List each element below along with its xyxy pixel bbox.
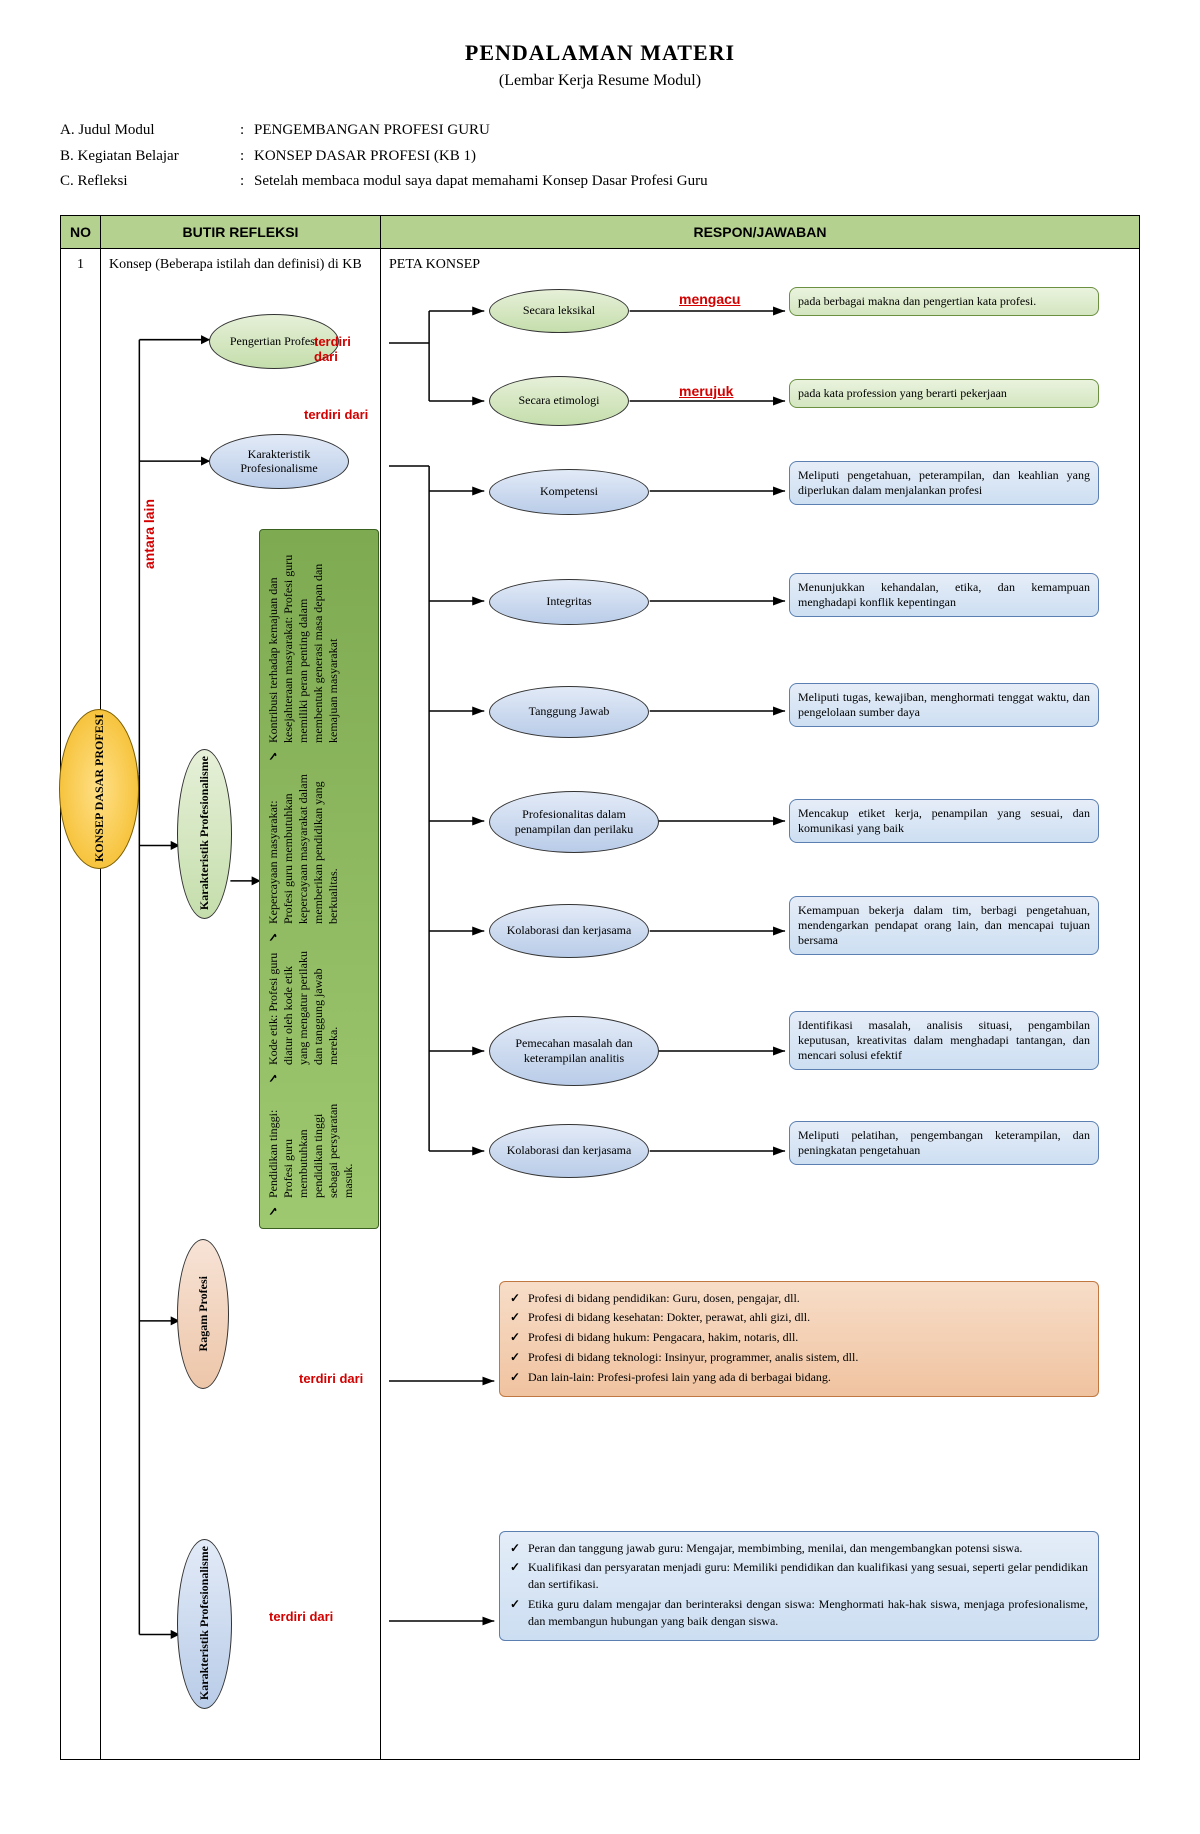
- node-karprof-3: Karakteristik Profesionalisme: [177, 1539, 232, 1709]
- node-etimologi: Secara etimologi: [489, 376, 629, 426]
- label-antara-lain: antara lain: [141, 499, 157, 569]
- greenbox-karakteristik: Pendidikan tinggi: Profesi guru membutuh…: [259, 529, 379, 1229]
- desc-etimologi: pada kata profession yang berarti pekerj…: [789, 379, 1099, 408]
- kar3-item: Etika guru dalam mengajar dan berinterak…: [528, 1596, 1088, 1630]
- listbox-ragam: Profesi di bidang pendidikan: Guru, dose…: [499, 1281, 1099, 1398]
- desc-comp-6: Meliputi pelatihan, pengembangan keteram…: [789, 1121, 1099, 1165]
- node-comp-6: Kolaborasi dan kerjasama: [489, 1124, 649, 1178]
- kar3-item: Peran dan tanggung jawab guru: Mengajar,…: [528, 1540, 1088, 1557]
- node-comp-4: Kolaborasi dan kerjasama: [489, 904, 649, 958]
- desc-comp-1: Menunjukkan kehandalan, etika, dan kemam…: [789, 573, 1099, 617]
- ragam-item: Profesi di bidang teknologi: Insinyur, p…: [528, 1349, 1088, 1366]
- butir-diagram: KONSEP DASAR PROFESI antara lain Pengert…: [109, 279, 372, 1719]
- node-comp-1: Integritas: [489, 579, 649, 625]
- cell-resp: PETA KONSEP: [381, 248, 1140, 1759]
- meta-c-label: C. Refleksi: [60, 169, 240, 195]
- label-terdiri-1: terdiri dari: [314, 334, 372, 364]
- ragam-item: Profesi di bidang pendidikan: Guru, dose…: [528, 1290, 1088, 1307]
- desc-leksikal: pada berbagai makna dan pengertian kata …: [789, 287, 1099, 316]
- peta-konsep: PETA KONSEP: [389, 257, 1131, 273]
- root-label: KONSEP DASAR PROFESI: [92, 714, 106, 862]
- desc-comp-5: Identifikasi masalah, analisis situasi, …: [789, 1011, 1099, 1070]
- ragam-item: Profesi di bidang hukum: Pengacara, haki…: [528, 1329, 1088, 1346]
- node-karprof-1: Karakteristik Profesionalisme: [209, 434, 349, 489]
- th-resp: RESPON/JAWABAN: [381, 215, 1140, 248]
- label-merujuk: merujuk: [679, 383, 733, 399]
- root-node: KONSEP DASAR PROFESI: [59, 709, 139, 869]
- node-comp-2: Tanggung Jawab: [489, 686, 649, 738]
- meta-block: A. Judul Modul : PENGEMBANGAN PROFESI GU…: [60, 118, 1140, 195]
- desc-comp-2: Meliputi tugas, kewajiban, menghormati t…: [789, 683, 1099, 727]
- meta-b-label: B. Kegiatan Belajar: [60, 144, 240, 170]
- node-comp-3: Profesionalitas dalam penampilan dan per…: [489, 791, 659, 853]
- ragam-item: Profesi di bidang kesehatan: Dokter, per…: [528, 1309, 1088, 1326]
- page-title: PENDALAMAN MATERI: [60, 40, 1140, 66]
- greenbox-item: Kode etik: Profesi guru diatur oleh kode…: [266, 949, 372, 1084]
- greenbox-item: Pendidikan tinggi: Profesi guru membutuh…: [266, 1090, 372, 1217]
- ragam-item: Dan lain-lain: Profesi-profesi lain yang…: [528, 1369, 1088, 1386]
- desc-comp-4: Kemampuan bekerja dalam tim, berbagi pen…: [789, 896, 1099, 955]
- desc-comp-3: Mencakup etiket kerja, penampilan yang s…: [789, 799, 1099, 843]
- cell-no: 1: [61, 248, 101, 1759]
- page-subtitle: (Lembar Kerja Resume Modul): [60, 72, 1140, 90]
- label-mengacu: mengacu: [679, 291, 740, 307]
- label-terdiri-5: terdiri dari: [269, 1609, 333, 1624]
- meta-a-label: A. Judul Modul: [60, 118, 240, 144]
- resp-diagram: Secara leksikal mengacu pada berbagai ma…: [389, 281, 1131, 1751]
- meta-c-val: Setelah membaca modul saya dapat memaham…: [254, 169, 1140, 195]
- greenbox-item: Kontribusi terhadap kemajuan dan kesejah…: [266, 540, 372, 763]
- meta-b-val: KONSEP DASAR PROFESI (KB 1): [254, 144, 1140, 170]
- listbox-kar3: Peran dan tanggung jawab guru: Mengajar,…: [499, 1531, 1099, 1642]
- node-ragam: Ragam Profesi: [177, 1239, 229, 1389]
- butir-heading: Konsep (Beberapa istilah dan definisi) d…: [109, 257, 372, 273]
- main-table: NO BUTIR REFLEKSI RESPON/JAWABAN 1 Konse…: [60, 215, 1140, 1760]
- node-comp-0: Kompetensi: [489, 469, 649, 515]
- label-terdiri-4: terdiri dari: [299, 1371, 363, 1386]
- node-karprof-2: Karakteristik Profesionalisme: [177, 749, 232, 919]
- kar3-item: Kualifikasi dan persyaratan menjadi guru…: [528, 1559, 1088, 1593]
- th-butir: BUTIR REFLEKSI: [101, 215, 381, 248]
- label-terdiri-2: terdiri dari: [304, 407, 368, 422]
- cell-butir: Konsep (Beberapa istilah dan definisi) d…: [101, 248, 381, 1759]
- greenbox-item: Kepercayaan masyarakat: Profesi guru mem…: [266, 769, 372, 943]
- th-no: NO: [61, 215, 101, 248]
- node-comp-5: Pemecahan masalah dan keterampilan anali…: [489, 1016, 659, 1086]
- node-leksikal: Secara leksikal: [489, 289, 629, 333]
- desc-comp-0: Meliputi pengetahuan, peterampilan, dan …: [789, 461, 1099, 505]
- meta-a-val: PENGEMBANGAN PROFESI GURU: [254, 118, 1140, 144]
